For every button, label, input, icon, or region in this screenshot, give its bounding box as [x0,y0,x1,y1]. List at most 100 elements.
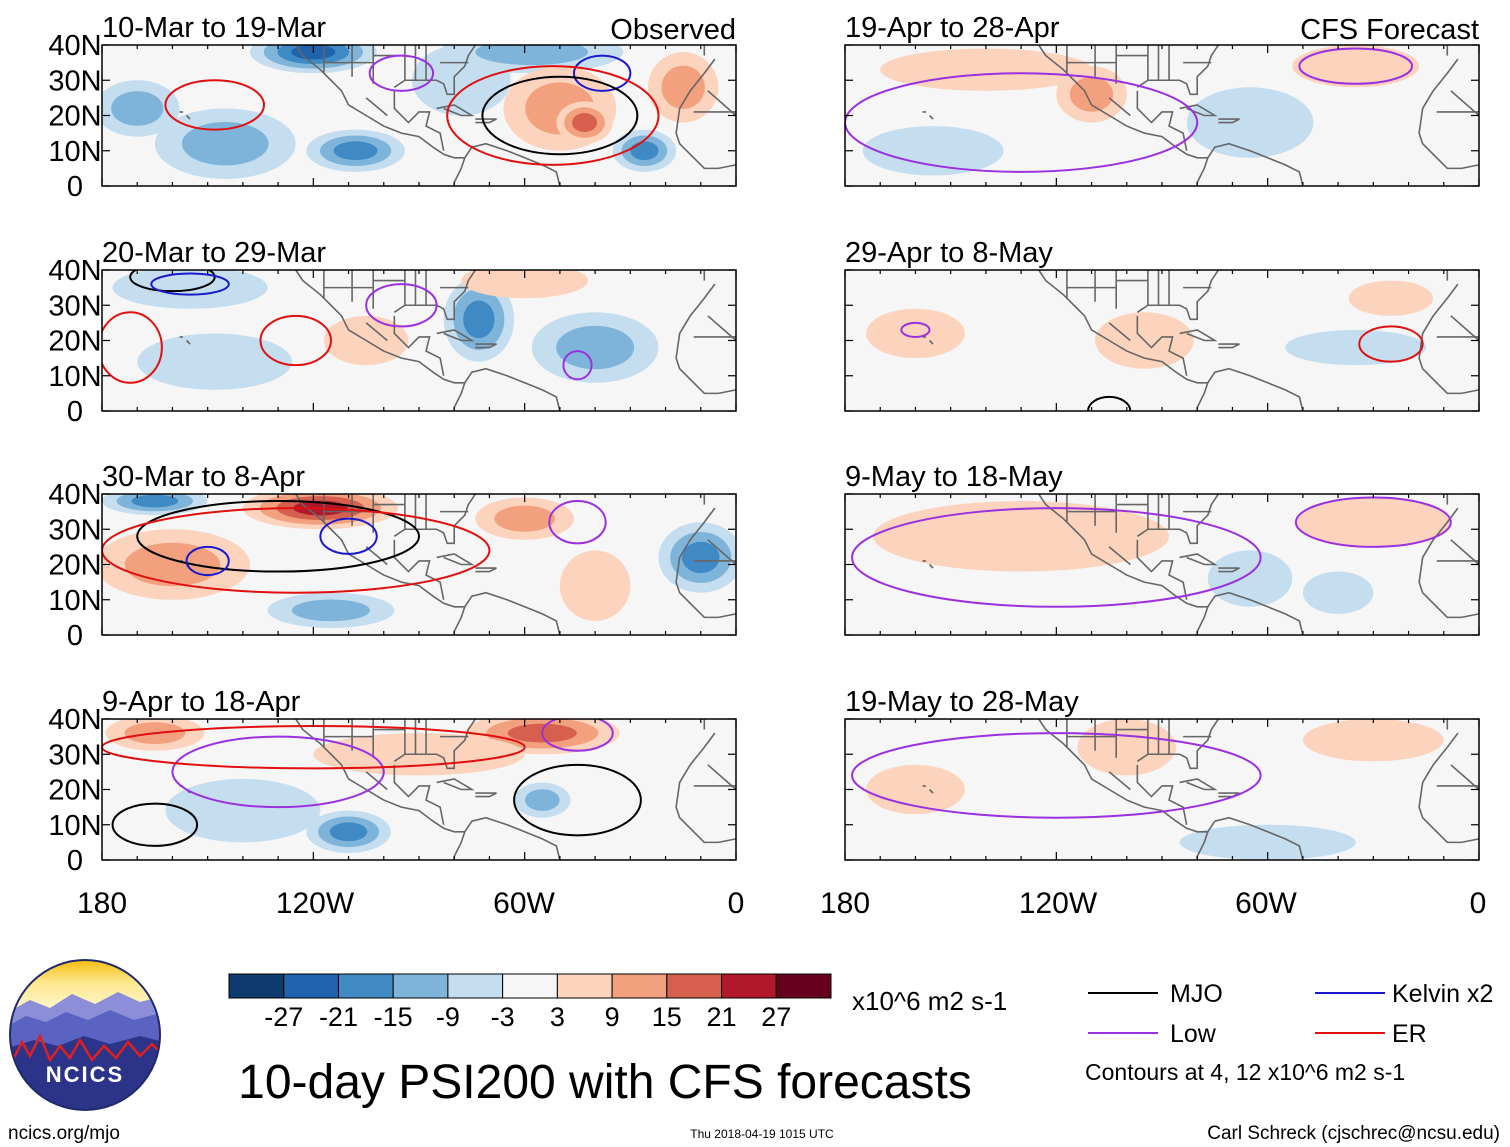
legend-note: Contours at 4, 12 x10^6 m2 s-1 [1085,1059,1405,1085]
contour-kelvin [319,517,378,555]
panel-title: 19-May to 28-May [845,686,1079,718]
psi-anomaly-shade [556,325,635,370]
coastline [365,771,388,791]
colorbar-swatch [721,973,777,999]
coastline [675,58,736,170]
psi-anomaly-shade [1207,550,1293,607]
y-tick-label: 30N [48,514,101,546]
psi-anomaly-shade [1295,497,1451,547]
psi-anomaly-shade [1077,719,1177,776]
coastline [475,343,497,349]
coastline [393,539,445,600]
psi-anomaly-shade [137,333,293,390]
y-tick-label: 20N [48,550,101,582]
psi-anomaly-shade [661,65,705,109]
colorbar-swatch [392,973,449,999]
y-tick-label: 0 [67,845,83,877]
y-tick-label: 40N [48,704,101,736]
colorbar-tick-label: 27 [761,1002,791,1032]
coastline [1207,591,1304,635]
coastline [1418,732,1479,844]
psi-anomaly-shade [333,141,378,161]
colorbar-tick-label: 21 [707,1002,737,1032]
ncics-logo: NCICS [9,959,161,1111]
coastline [928,563,934,569]
panel-title: 29-Apr to 8-May [845,237,1053,269]
y-tick-label: 10N [48,136,101,168]
contour-legend: MJO Kelvin x2 Low ER Contours at 4, 12 x… [1085,980,1493,1085]
colorbar-tick-label: -9 [436,1002,460,1032]
psi-anomaly-shade [494,505,556,532]
contour-mjo [111,802,199,847]
x-tick-label: 180 [820,887,870,920]
colorbar-swatch [447,973,504,999]
contour-er [259,314,332,367]
coastline [1207,142,1304,186]
y-tick-label: 20N [48,101,101,133]
contour-low [1298,47,1414,85]
panel-field [845,270,1479,411]
colorbar-tick-label: 15 [652,1002,682,1032]
legend-label-er: ER [1392,1020,1427,1048]
coastline [295,719,466,860]
coastline [436,329,475,342]
colorbar-tick-label: -27 [264,1002,303,1032]
coastline [464,591,561,635]
psi-anomaly-shade [572,113,598,132]
y-tick-label: 0 [67,620,83,652]
colorbar-swatch [502,973,558,999]
y-tick-label: 40N [48,479,101,511]
coastline [1418,507,1479,619]
coastline [1218,118,1240,124]
y-tick-label: 10N [48,361,101,393]
psi-anomaly-shade [862,126,1004,176]
psi-anomaly-shade [681,541,720,574]
psi-anomaly-shade [524,789,560,811]
psi-anomaly-shade [1186,87,1314,158]
contour-mjo [481,75,639,156]
map-panel: 19-Apr to 28-Apr CFS Forecast [844,12,1480,187]
contour-mjo [129,270,216,293]
psi-anomaly-shade [1179,824,1356,860]
coastline [1136,764,1188,825]
contour-er [1358,325,1424,363]
psi-anomaly-shade [463,300,495,339]
coastline [475,792,497,798]
contour-low [851,507,1262,608]
coastline [1038,270,1209,411]
psi-anomaly-shade [1302,719,1444,762]
coastline [1207,367,1304,411]
contour-er [102,507,491,594]
coastline [295,270,466,411]
panel-title: 10-Mar to 19-Mar [102,12,326,44]
figure-title: 10-day PSI200 with CFS forecasts [238,1056,972,1109]
footer-timestamp: Thu 2018-04-19 1015 UTC [690,1127,834,1141]
map-panel: 19-May to 28-May [844,686,1480,861]
coastline [185,114,191,120]
psi-anomaly-shade [1292,45,1420,88]
coastline [1218,567,1240,573]
colorbar-tick-label: -21 [319,1002,358,1032]
colorbar-swatch [337,973,394,999]
coastline [436,778,475,791]
coastline [1108,546,1131,566]
psi-anomaly-shade [111,91,164,126]
colorbar-tick-label: -15 [374,1002,413,1032]
legend-label-mjo: MJO [1170,980,1223,1008]
x-tick-label: 0 [728,887,745,920]
coastline [1207,816,1304,860]
colorbar-units: x10^6 m2 s-1 [852,986,1007,1016]
coastline [675,507,736,619]
coastline [464,367,561,411]
y-tick-label: 20N [48,326,101,358]
coastline [675,283,736,395]
panel-corner-label: CFS Forecast [1300,14,1479,46]
contour-low [548,500,607,545]
coastline [1418,283,1479,395]
coastline [1108,97,1131,117]
